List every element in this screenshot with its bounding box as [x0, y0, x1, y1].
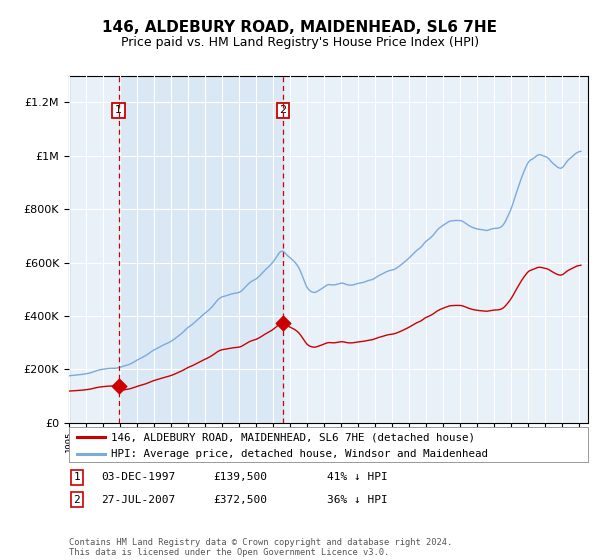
Text: 2: 2: [73, 494, 80, 505]
Text: 36% ↓ HPI: 36% ↓ HPI: [327, 494, 388, 505]
Text: HPI: Average price, detached house, Windsor and Maidenhead: HPI: Average price, detached house, Wind…: [110, 449, 488, 459]
Text: 1: 1: [115, 105, 122, 115]
Bar: [119, 76, 283, 423]
Text: 146, ALDEBURY ROAD, MAIDENHEAD, SL6 7HE: 146, ALDEBURY ROAD, MAIDENHEAD, SL6 7HE: [103, 20, 497, 35]
Text: 03-DEC-1997: 03-DEC-1997: [101, 472, 175, 482]
Text: 27-JUL-2007: 27-JUL-2007: [101, 494, 175, 505]
Text: £372,500: £372,500: [213, 494, 267, 505]
Point: [114, 381, 124, 390]
Text: Price paid vs. HM Land Registry's House Price Index (HPI): Price paid vs. HM Land Registry's House …: [121, 36, 479, 49]
Text: 2: 2: [280, 105, 286, 115]
Text: 146, ALDEBURY ROAD, MAIDENHEAD, SL6 7HE (detached house): 146, ALDEBURY ROAD, MAIDENHEAD, SL6 7HE …: [110, 432, 475, 442]
Text: 1: 1: [73, 472, 80, 482]
Text: 41% ↓ HPI: 41% ↓ HPI: [327, 472, 388, 482]
Point: [278, 319, 287, 328]
Text: £139,500: £139,500: [213, 472, 267, 482]
Text: Contains HM Land Registry data © Crown copyright and database right 2024.
This d: Contains HM Land Registry data © Crown c…: [69, 538, 452, 557]
